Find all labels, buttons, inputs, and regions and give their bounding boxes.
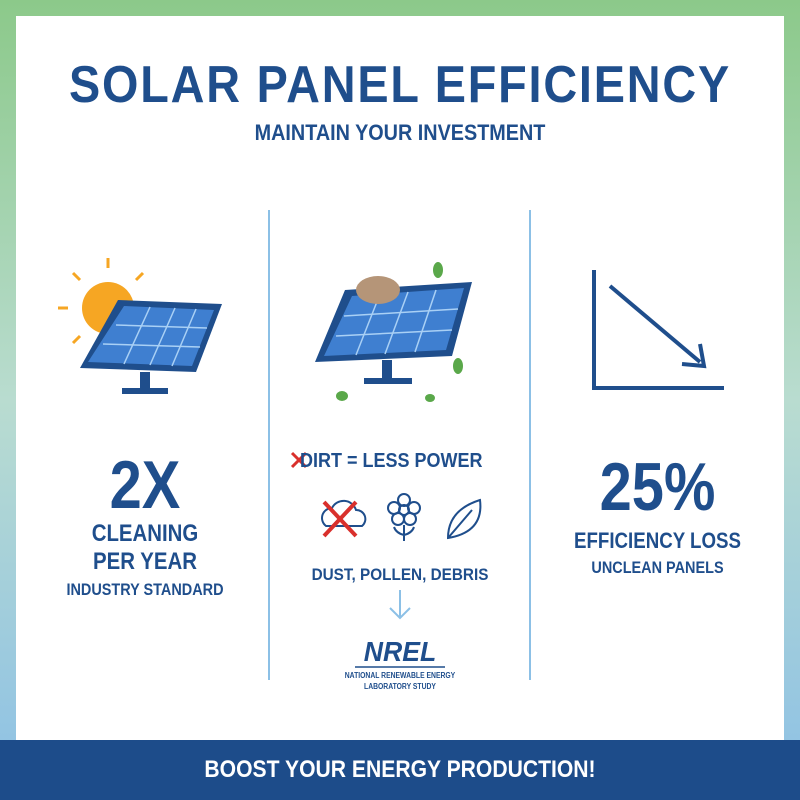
stat-label: EFFICIENCY LOSS (574, 528, 741, 553)
subtitle: MAINTAIN YOUR INVESTMENT (254, 120, 546, 145)
stat-note: UNCLEAN PANELS (591, 558, 724, 577)
sun-panel-icon (58, 258, 222, 394)
decline-chart-icon (592, 270, 724, 390)
footer: BOOST YOUR ENERGY PRODUCTION! (0, 740, 800, 800)
illustrations (58, 258, 724, 668)
divider (268, 210, 270, 680)
x-icon (290, 451, 308, 469)
stat: 25% (599, 449, 716, 525)
stat: 2X (109, 447, 181, 523)
source-line: LABORATORY STUDY (364, 682, 436, 691)
headline: DIRT = LESS POWER (300, 450, 483, 472)
down-arrow (389, 590, 411, 620)
footer-text: BOOST YOUR ENERGY PRODUCTION! (204, 756, 596, 783)
title: SOLAR PANEL EFFICIENCY (69, 56, 731, 114)
causes: DUST, POLLEN, DEBRIS (311, 565, 489, 584)
dirty-panel-icon (315, 262, 472, 402)
divider (529, 210, 531, 680)
stat-label: CLEANING (91, 520, 199, 547)
stat-note: INDUSTRY STANDARD (66, 580, 224, 599)
stat-label: PER YEAR (93, 548, 197, 575)
cause-icons (321, 493, 482, 541)
source-name: NREL (363, 636, 437, 667)
source-line: NATIONAL RENEWABLE ENERGY (344, 671, 456, 680)
cross-out (322, 500, 358, 538)
